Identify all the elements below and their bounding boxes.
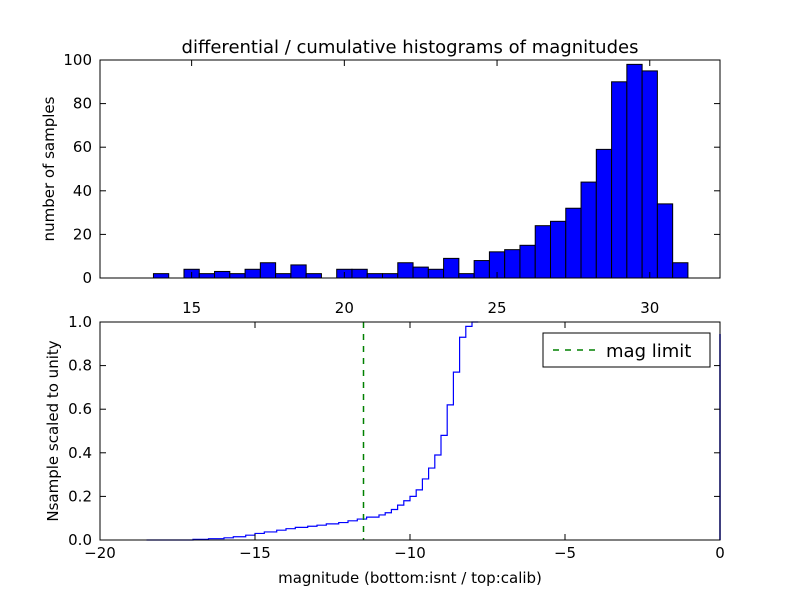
histogram-bar-27 — [565, 207, 582, 279]
histogram-bar-33 — [656, 203, 674, 279]
histogram-bar-20 — [458, 273, 475, 279]
histogram-bar-10 — [305, 273, 322, 279]
bottom-x-tick-label-1: −15 — [239, 544, 271, 562]
histogram-bar-28 — [580, 181, 597, 279]
histogram-bar-3 — [198, 273, 216, 279]
chart-title: differential / cumulative histograms of … — [182, 37, 639, 58]
bottom-y-tick-label-4: 0.8 — [68, 357, 92, 375]
top-x-tick-label-0: 15 — [182, 299, 201, 317]
histogram-bar-32 — [641, 70, 658, 279]
bottom-y-tick-label-3: 0.6 — [68, 400, 92, 418]
histogram-bar-30 — [611, 81, 628, 279]
histogram-bar-15 — [382, 273, 399, 279]
histogram-bar-7 — [259, 262, 277, 279]
bottom-x-tick-label-2: −10 — [394, 544, 426, 562]
top-y-axis-label: number of samples — [40, 96, 58, 241]
top-y-tick-label-1: 20 — [73, 225, 92, 243]
bottom-y-tick-label-1: 0.2 — [68, 487, 92, 505]
histogram-bar-9 — [290, 264, 307, 279]
histogram-bar-24 — [519, 244, 536, 279]
top-y-tick-label-5: 100 — [63, 51, 92, 69]
top-y-tick-label-3: 60 — [73, 138, 92, 156]
bottom-plot-frame — [99, 321, 721, 541]
histogram-bar-34 — [672, 262, 689, 279]
histogram-bar-17 — [412, 266, 429, 279]
histogram-bar-25 — [534, 225, 551, 279]
top-x-tick-label-3: 30 — [640, 299, 659, 317]
histogram-bar-8 — [275, 273, 292, 279]
top-y-tick-label-0: 0 — [82, 269, 92, 287]
bottom-x-tick-label-0: −20 — [84, 544, 116, 562]
legend: mag limit — [542, 332, 711, 368]
histogram-bar-13 — [351, 268, 368, 279]
histogram-bar-31 — [626, 63, 643, 279]
top-x-tick-label-1: 20 — [335, 299, 354, 317]
bottom-x-axis-label: magnitude (bottom:isnt / top:calib) — [278, 569, 542, 587]
bottom-axis-ticks: −20 −15 −10 −5 0 0.0 0.2 0.4 0.6 0.8 1.0 — [68, 313, 725, 562]
histogram-panel: differential / cumulative histograms of … — [40, 37, 721, 317]
bottom-x-tick-label-3: −5 — [554, 544, 576, 562]
bottom-y-tick-label-5: 1.0 — [68, 313, 92, 331]
bottom-x-tick-label-4: 0 — [715, 544, 725, 562]
histogram-bar-4 — [214, 270, 231, 279]
histogram-bar-21 — [473, 260, 490, 279]
histogram-bar-29 — [595, 148, 613, 279]
bottom-y-tick-label-0: 0.0 — [68, 531, 92, 549]
top-axis-ticks: 15 20 25 30 0 20 40 60 80 100 — [63, 51, 720, 317]
top-y-tick-label-2: 40 — [73, 182, 92, 200]
histogram-bar-26 — [549, 220, 567, 279]
top-y-tick-label-4: 80 — [73, 95, 92, 113]
histogram-bar-16 — [397, 262, 414, 279]
cumulative-panel: magnitude (bottom:isnt / top:calib) Nsam… — [44, 313, 725, 587]
legend-box — [542, 332, 711, 368]
histogram-bar-18 — [427, 268, 445, 279]
histogram-bar-23 — [504, 249, 521, 279]
top-plot-frame — [99, 59, 721, 279]
histogram-bar-6 — [244, 268, 261, 279]
bottom-y-axis-label: Nsample scaled to unity — [44, 340, 62, 521]
legend-mag-limit-label: mag limit — [606, 341, 691, 362]
histogram-bar-0 — [152, 273, 170, 279]
histogram-bar-5 — [229, 273, 246, 279]
histogram-bar-19 — [443, 257, 460, 279]
bottom-y-tick-label-2: 0.4 — [68, 444, 92, 462]
top-x-tick-label-2: 25 — [487, 299, 506, 317]
histogram-bar-14 — [366, 273, 384, 279]
